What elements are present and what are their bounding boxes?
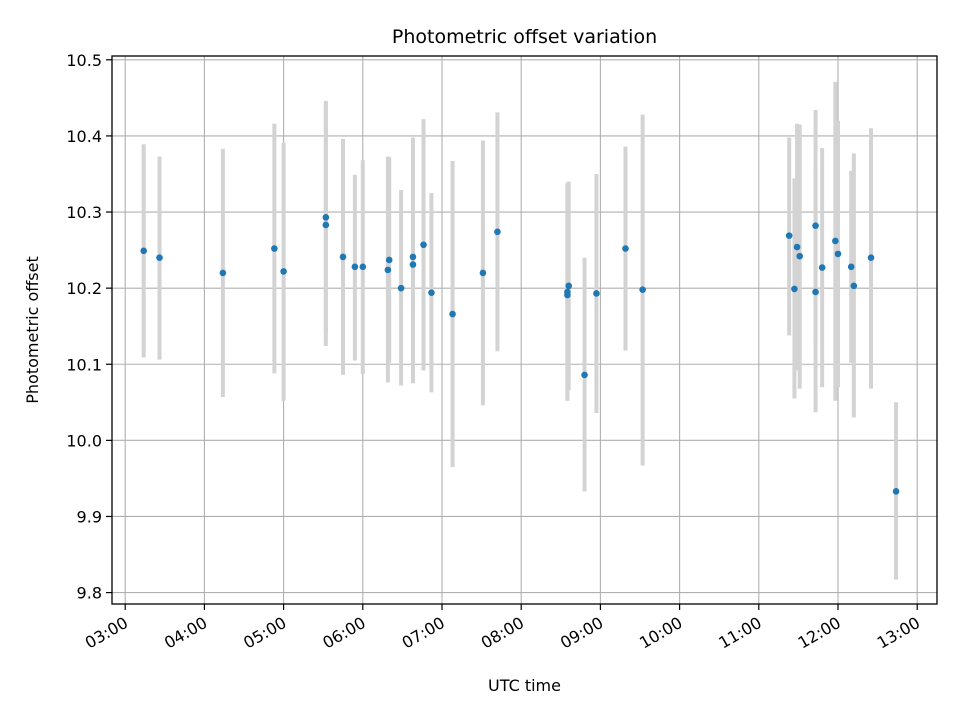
data-point xyxy=(449,310,456,318)
data-point xyxy=(818,264,826,271)
data-point xyxy=(428,289,435,297)
data-point xyxy=(397,284,405,292)
y-tick-label: 10.4 xyxy=(66,127,102,146)
data-point xyxy=(892,488,900,495)
data-point xyxy=(812,222,819,230)
data-point xyxy=(850,282,858,290)
data-point xyxy=(359,263,367,271)
data-point xyxy=(140,247,147,255)
data-point xyxy=(409,261,417,268)
data-point xyxy=(832,237,839,245)
data-point xyxy=(384,266,392,274)
y-tick-label: 9.9 xyxy=(77,507,102,526)
x-axis-label: UTC time xyxy=(488,676,561,695)
data-point xyxy=(796,252,804,260)
data-point xyxy=(791,285,798,293)
data-point xyxy=(494,228,501,236)
data-point xyxy=(639,286,646,293)
data-point xyxy=(385,256,393,264)
axes-frame xyxy=(111,55,938,605)
data-point xyxy=(280,268,287,275)
data-point xyxy=(564,288,571,296)
data-point xyxy=(834,250,842,258)
data-point xyxy=(219,269,227,277)
y-tick-label: 9.8 xyxy=(77,584,102,603)
data-point xyxy=(409,253,417,261)
data-point xyxy=(156,254,163,261)
data-point xyxy=(479,269,487,277)
y-tick-label: 10.0 xyxy=(66,431,102,450)
y-tick-label: 10.5 xyxy=(66,51,102,70)
data-point xyxy=(785,232,793,239)
data-point xyxy=(593,290,600,297)
data-point xyxy=(793,243,801,251)
y-tick-label: 10.2 xyxy=(66,279,102,298)
data-point xyxy=(322,221,330,229)
data-point xyxy=(581,371,588,379)
data-point xyxy=(322,214,330,221)
data-point xyxy=(622,245,629,252)
data-point xyxy=(565,282,573,290)
data-point xyxy=(847,263,855,271)
data-point xyxy=(420,241,427,249)
data-point xyxy=(271,245,278,252)
data-point xyxy=(339,253,347,261)
data-point xyxy=(351,263,359,271)
y-axis-label: Photometric offset xyxy=(23,256,42,404)
chart-title: Photometric offset variation xyxy=(392,26,657,48)
y-tick-label: 10.3 xyxy=(66,203,102,222)
data-point xyxy=(812,288,819,296)
data-point xyxy=(867,254,875,261)
y-tick-label: 10.1 xyxy=(66,355,102,374)
